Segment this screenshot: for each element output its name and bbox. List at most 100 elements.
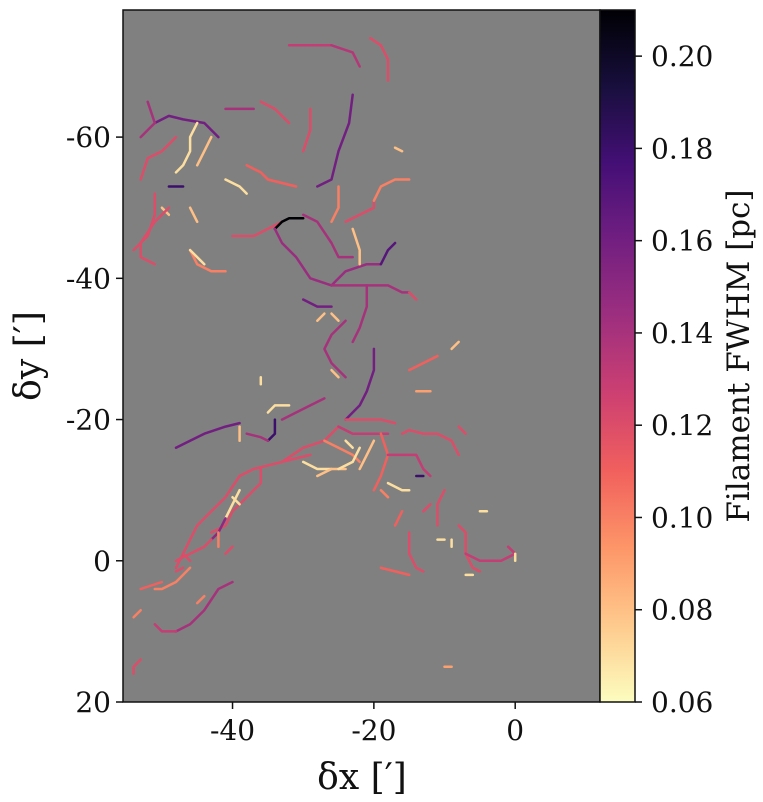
filament	[188, 206, 199, 224]
colorbar-tick-label: 0.12	[651, 409, 713, 442]
filament	[139, 135, 178, 181]
y-tick-label: 0	[93, 545, 111, 578]
filament	[139, 100, 157, 139]
filament	[139, 206, 171, 266]
filament	[330, 284, 411, 294]
colorbar-tick-label: 0.08	[651, 594, 713, 627]
colorbar-tick-label: 0.14	[651, 317, 713, 350]
filament	[386, 453, 432, 478]
colorbar-tick-label: 0.10	[651, 501, 713, 534]
filament	[224, 488, 241, 520]
filament	[464, 545, 517, 563]
y-axis: -60 -40 -20 0 20	[66, 121, 123, 719]
colorbar-tick-label: 0.20	[651, 40, 713, 73]
filament	[330, 185, 340, 224]
y-tick-label: -40	[66, 262, 111, 295]
y-axis-label: δy [′]	[8, 311, 49, 401]
filament	[323, 319, 347, 379]
colorbar-label: Filament FWHM [pc]	[721, 189, 757, 522]
filament	[301, 298, 333, 308]
x-axis: -40 -20 0	[210, 702, 524, 747]
filament	[280, 397, 326, 421]
filament	[358, 439, 376, 471]
filament	[316, 312, 326, 322]
filament	[344, 199, 376, 224]
filament	[174, 425, 340, 570]
filament	[407, 291, 418, 301]
filament	[422, 432, 460, 457]
filament	[351, 227, 361, 266]
filament	[188, 248, 206, 266]
filament	[195, 594, 206, 605]
filament	[351, 284, 369, 344]
filament	[280, 453, 312, 464]
y-tick-label: 20	[75, 686, 111, 719]
filament	[393, 146, 404, 153]
filament	[174, 566, 185, 573]
filament	[457, 425, 467, 435]
filament	[273, 227, 333, 287]
x-tick-label: -40	[210, 714, 255, 747]
filament	[174, 580, 234, 633]
x-tick-label: -20	[351, 714, 396, 747]
filament	[181, 552, 192, 563]
x-tick-label: 0	[506, 714, 524, 747]
x-axis-label: δx [′]	[317, 757, 407, 798]
filament	[174, 538, 213, 563]
filament	[316, 93, 354, 188]
filament	[301, 107, 312, 153]
filament	[407, 354, 439, 372]
filament	[422, 503, 432, 513]
filament	[188, 248, 227, 273]
plot-background	[123, 10, 600, 702]
filament	[301, 213, 354, 259]
filament	[379, 566, 411, 577]
filament	[330, 368, 340, 379]
filament	[372, 178, 411, 202]
filament	[330, 312, 340, 322]
filament	[386, 481, 411, 492]
filament	[369, 36, 390, 82]
filament	[195, 135, 213, 167]
y-tick-label: -60	[66, 121, 111, 154]
filament	[379, 488, 390, 499]
filament-layer	[132, 36, 517, 676]
filament	[436, 488, 446, 527]
filament	[153, 623, 178, 633]
filament	[301, 460, 333, 471]
filament	[344, 439, 354, 450]
filament	[245, 164, 298, 188]
filament	[337, 446, 361, 471]
filament	[323, 439, 361, 464]
colorbar-tick-label: 0.18	[651, 132, 713, 165]
filament	[273, 217, 305, 231]
filament	[259, 100, 291, 125]
filament	[344, 418, 397, 425]
filament	[174, 121, 199, 174]
filament	[393, 510, 404, 527]
filament	[153, 114, 220, 139]
colorbar-tick-label: 0.06	[651, 686, 713, 719]
colorbar-axis: 0.06 0.08 0.10 0.12 0.14 0.16 0.18 0.20	[635, 40, 713, 719]
colorbar-tick-label: 0.16	[651, 225, 713, 258]
filament	[379, 241, 397, 266]
filament	[266, 404, 291, 414]
filament	[330, 262, 383, 287]
filament	[400, 428, 425, 435]
filament	[330, 44, 361, 68]
filament	[224, 178, 248, 195]
y-tick-label: -20	[66, 404, 111, 437]
filament	[450, 340, 460, 351]
filament	[266, 418, 277, 442]
filament	[344, 347, 376, 421]
filament	[231, 495, 241, 506]
filament	[231, 220, 284, 238]
filament	[224, 545, 234, 555]
filament	[174, 421, 241, 450]
colorbar	[599, 9, 636, 703]
filament	[139, 580, 164, 591]
filament	[153, 566, 192, 591]
filament	[407, 531, 425, 573]
filament	[132, 658, 142, 676]
